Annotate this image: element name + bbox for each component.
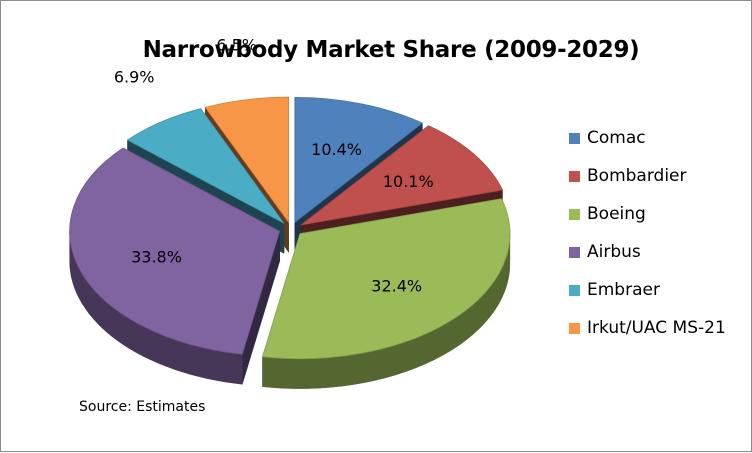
data-label: 33.8%: [131, 247, 182, 266]
legend-swatch: [569, 322, 580, 334]
legend-label: Comac: [587, 128, 646, 148]
pie-slice-embraer: [126, 108, 285, 224]
legend-swatch: [569, 284, 580, 296]
pie-slice-bombardier: [300, 125, 504, 226]
legend-item-boeing: Boeing: [569, 195, 726, 233]
pie-labels: 10.4% 10.1% 32.4% 33.8% 6.9% 6.5%: [114, 36, 434, 296]
legend-label: Boeing: [587, 204, 646, 224]
pie-slice-airbus: [69, 147, 281, 355]
pie-slice-comac: [294, 96, 424, 224]
legend-label: Embraer: [587, 280, 660, 300]
chart-title: Narrowbody Market Share (2009-2029): [142, 37, 640, 63]
pie-slice-irkut-uac-ms-21: [204, 96, 289, 224]
data-label: 32.4%: [371, 277, 422, 296]
data-label: 6.5%: [216, 36, 257, 55]
legend-item-irkut: Irkut/UAC MS-21: [569, 309, 726, 347]
legend-item-bombardier: Bombardier: [569, 157, 726, 195]
pie-tops: [69, 96, 511, 360]
legend: Comac Bombardier Boeing Airbus Embraer I…: [569, 119, 726, 347]
legend-swatch: [569, 246, 580, 258]
legend-label: Bombardier: [587, 166, 687, 186]
source-note: Source: Estimates: [79, 399, 206, 415]
legend-swatch: [569, 208, 580, 220]
pie-slice-boeing: [262, 198, 511, 360]
data-label: 10.1%: [383, 172, 434, 191]
legend-item-comac: Comac: [569, 119, 726, 157]
legend-label: Irkut/UAC MS-21: [587, 318, 726, 338]
legend-item-embraer: Embraer: [569, 271, 726, 309]
legend-item-airbus: Airbus: [569, 233, 726, 271]
legend-label: Airbus: [587, 242, 641, 262]
data-label: 6.9%: [114, 67, 155, 86]
legend-swatch: [569, 132, 580, 144]
data-label: 10.4%: [311, 140, 362, 159]
legend-swatch: [569, 170, 580, 182]
